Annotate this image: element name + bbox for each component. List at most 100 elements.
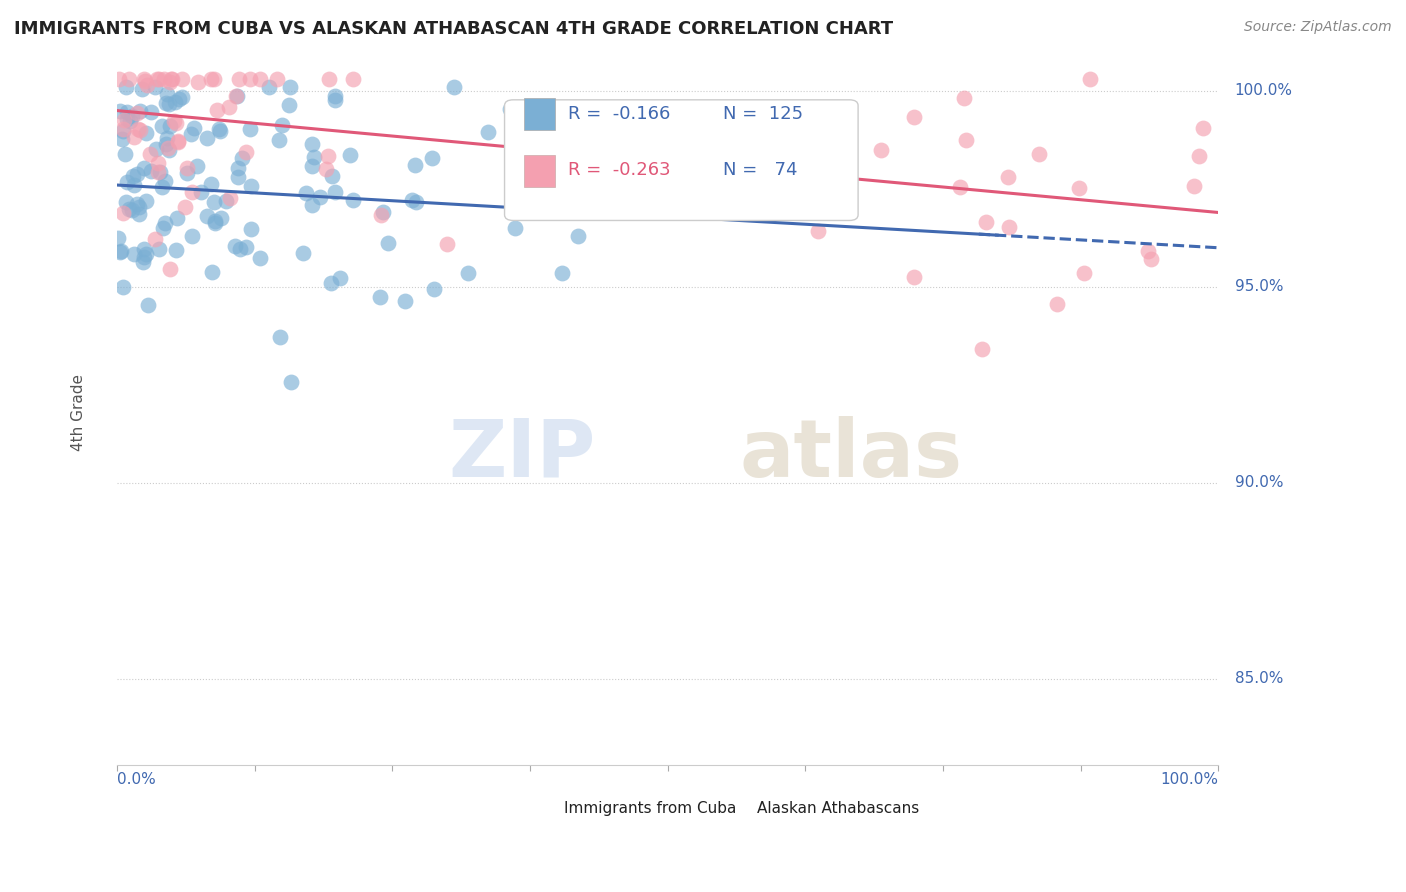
- Point: [1191, 120, 1213, 135]
- Point: [146, 72, 169, 87]
- Point: [319, 276, 342, 290]
- Text: ZIP: ZIP: [449, 416, 596, 493]
- Point: [146, 156, 169, 170]
- Point: [280, 376, 302, 390]
- Point: [134, 72, 156, 87]
- Point: [153, 216, 176, 230]
- Point: [114, 195, 136, 210]
- Point: [122, 247, 145, 261]
- Point: [127, 122, 149, 136]
- Point: [150, 180, 173, 194]
- Point: [318, 72, 340, 87]
- Point: [112, 124, 135, 138]
- Point: [1073, 266, 1095, 280]
- Point: [111, 280, 134, 294]
- Point: [551, 266, 574, 280]
- Point: [342, 193, 364, 207]
- Point: [1182, 178, 1205, 193]
- Point: [115, 112, 138, 127]
- Point: [202, 194, 225, 209]
- Point: [568, 105, 591, 120]
- Point: [135, 247, 157, 261]
- Point: [134, 74, 156, 88]
- Point: [125, 167, 148, 181]
- Point: [323, 93, 346, 107]
- Point: [120, 113, 142, 128]
- Point: [128, 200, 150, 214]
- Point: [443, 80, 465, 95]
- Point: [235, 240, 257, 254]
- Point: [394, 293, 416, 308]
- Point: [477, 126, 499, 140]
- Text: Source: ZipAtlas.com: Source: ZipAtlas.com: [1244, 20, 1392, 34]
- Point: [224, 239, 246, 253]
- Point: [195, 209, 218, 223]
- Text: 4th Grade: 4th Grade: [70, 374, 86, 450]
- Point: [997, 219, 1019, 234]
- Point: [125, 197, 148, 211]
- Point: [1140, 252, 1163, 267]
- Point: [997, 170, 1019, 185]
- Point: [567, 229, 589, 244]
- Text: atlas: atlas: [740, 416, 962, 493]
- Point: [122, 178, 145, 193]
- Text: 90.0%: 90.0%: [1234, 475, 1284, 491]
- Point: [159, 75, 181, 89]
- Point: [1137, 244, 1160, 258]
- Point: [301, 198, 323, 212]
- Point: [167, 135, 190, 149]
- Point: [135, 126, 157, 140]
- Point: [269, 330, 291, 344]
- Point: [115, 104, 138, 119]
- FancyBboxPatch shape: [505, 100, 858, 220]
- Point: [949, 179, 972, 194]
- Point: [110, 132, 132, 146]
- Point: [180, 185, 202, 199]
- Text: N =   74: N = 74: [723, 161, 797, 179]
- Point: [180, 128, 202, 142]
- Point: [225, 88, 247, 103]
- Point: [110, 104, 132, 119]
- Point: [135, 78, 157, 92]
- Point: [129, 104, 152, 119]
- Point: [165, 95, 187, 110]
- Point: [278, 98, 301, 112]
- Point: [970, 342, 993, 356]
- Point: [401, 193, 423, 207]
- Point: [200, 72, 222, 87]
- Point: [266, 72, 288, 87]
- Point: [342, 72, 364, 87]
- Point: [405, 194, 427, 209]
- Point: [138, 298, 160, 312]
- Point: [165, 243, 187, 257]
- Point: [226, 88, 249, 103]
- Point: [503, 221, 526, 235]
- Point: [148, 242, 170, 256]
- Point: [404, 158, 426, 172]
- Point: [218, 100, 240, 114]
- Point: [211, 211, 233, 226]
- Point: [271, 119, 294, 133]
- Point: [436, 237, 458, 252]
- Point: [315, 162, 337, 177]
- Point: [309, 190, 332, 204]
- Point: [229, 242, 252, 256]
- Point: [239, 72, 262, 87]
- Point: [231, 152, 253, 166]
- Point: [174, 201, 197, 215]
- Text: Immigrants from Cuba: Immigrants from Cuba: [564, 801, 737, 815]
- Point: [292, 245, 315, 260]
- Point: [148, 72, 170, 87]
- FancyBboxPatch shape: [524, 98, 555, 130]
- Point: [131, 82, 153, 96]
- Point: [377, 236, 399, 251]
- Point: [974, 215, 997, 229]
- Text: 100.0%: 100.0%: [1234, 84, 1292, 98]
- Point: [160, 72, 183, 87]
- Point: [159, 119, 181, 133]
- Point: [183, 120, 205, 135]
- Point: [156, 141, 179, 155]
- Point: [153, 173, 176, 187]
- Point: [295, 186, 318, 200]
- Point: [1188, 149, 1211, 163]
